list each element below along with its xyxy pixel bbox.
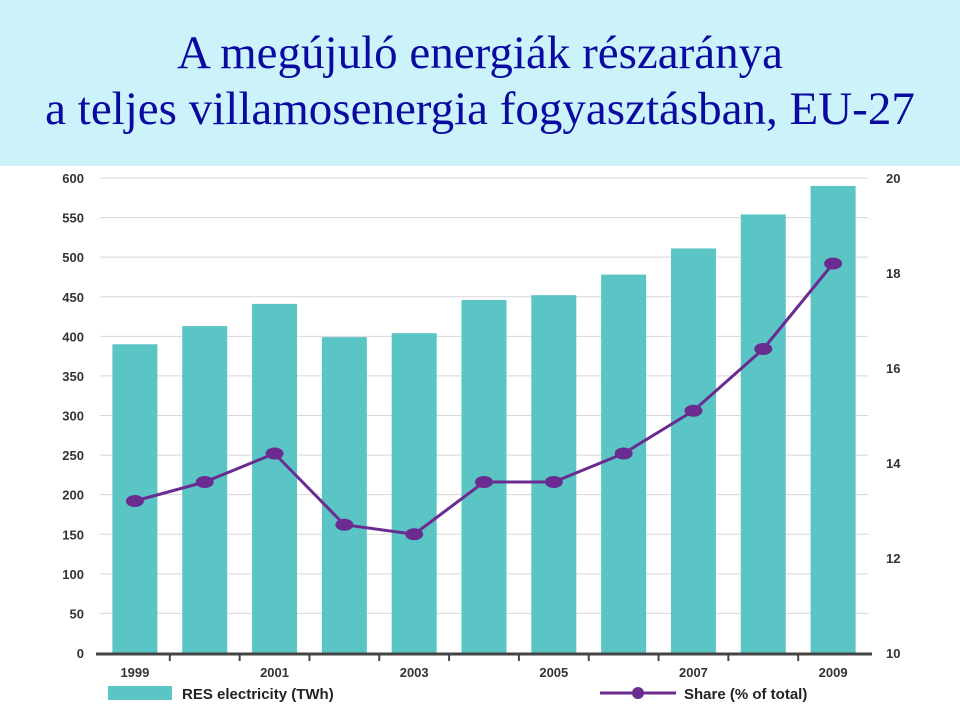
chart-title-line-1: A megújuló energiák részaránya xyxy=(177,27,783,79)
share-point xyxy=(544,476,563,488)
bars xyxy=(112,185,856,653)
right-axis-tick-label: 12 xyxy=(886,551,900,566)
right-axis-tick-label: 14 xyxy=(886,456,901,471)
legend-swatch-bar xyxy=(108,686,172,700)
bar xyxy=(740,214,786,653)
x-axis-tick-label: 1999 xyxy=(120,665,149,680)
title-band xyxy=(0,0,960,166)
share-point xyxy=(335,518,354,531)
left-axis-tick-label: 450 xyxy=(62,290,84,305)
share-point xyxy=(684,404,703,417)
left-axis-tick-label: 200 xyxy=(62,488,84,503)
x-axis-tick-label: 2007 xyxy=(679,665,708,680)
left-axis-tick-label: 250 xyxy=(62,448,84,463)
legend-label-line: Share (% of total) xyxy=(684,686,807,703)
left-axis-tick-label: 500 xyxy=(62,250,84,265)
x-axis-tick-label: 2001 xyxy=(260,665,289,680)
x-axis-tick-label: 2003 xyxy=(400,665,429,680)
left-axis-tick-label: 300 xyxy=(62,409,84,424)
share-point xyxy=(754,343,773,355)
share-point xyxy=(475,476,493,488)
left-axis-tick-label: 50 xyxy=(70,606,84,621)
left-axis-tick-label: 400 xyxy=(62,329,84,344)
legend: RES electricity (TWh) Share (% of total) xyxy=(108,686,807,703)
x-axis-tick-label: 2005 xyxy=(539,665,568,680)
right-axis-tick-label: 10 xyxy=(886,646,900,661)
x-axis-tick-label: 2009 xyxy=(819,665,848,680)
share-point xyxy=(824,257,843,270)
left-axis-tick-label: 550 xyxy=(62,211,84,226)
share-point xyxy=(125,495,144,507)
axes: 0 50 100 150 200 250 300 350 400 450 500 550 600 10 12… xyxy=(62,171,901,680)
chart-title-line-2: a teljes villamosenergia fogyasztásban, … xyxy=(45,83,915,135)
bar xyxy=(810,185,856,653)
bar xyxy=(601,274,647,653)
bar xyxy=(321,337,367,653)
bar xyxy=(531,295,577,653)
left-axis-tick-label: 350 xyxy=(62,369,84,384)
bar xyxy=(252,303,298,653)
chart: 0 50 100 150 200 250 300 350 400 450 500 550 600 10 12… xyxy=(62,171,901,703)
share-line xyxy=(125,257,843,541)
legend-swatch-marker xyxy=(632,687,644,699)
left-axis-tick-label: 0 xyxy=(77,646,84,661)
left-axis-tick-label: 600 xyxy=(62,171,84,186)
right-axis-tick-label: 18 xyxy=(886,266,900,281)
left-axis-tick-label: 150 xyxy=(62,527,84,542)
share-point xyxy=(195,476,214,488)
left-axis-tick-label: 100 xyxy=(62,567,84,582)
bar xyxy=(391,333,437,653)
share-point xyxy=(405,528,424,541)
bar xyxy=(670,248,716,653)
right-axis-tick-label: 20 xyxy=(886,171,900,186)
bar xyxy=(182,326,228,653)
share-point xyxy=(614,447,633,460)
right-axis-tick-label: 16 xyxy=(886,361,900,376)
share-point xyxy=(265,447,284,460)
legend-label-bar: RES electricity (TWh) xyxy=(182,686,334,703)
